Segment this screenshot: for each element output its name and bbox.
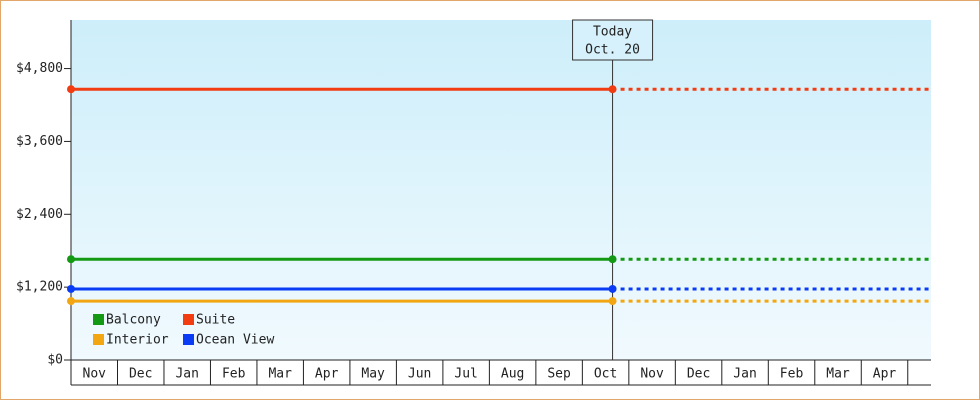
data-point xyxy=(608,284,617,293)
x-tick-label: Dec xyxy=(129,367,152,382)
annotation: Today xyxy=(593,25,632,40)
y-tick-label: $2,400 xyxy=(16,207,63,222)
x-tick-label: Apr xyxy=(315,367,339,382)
x-tick-label: Feb xyxy=(780,367,804,382)
legend-swatch xyxy=(93,334,104,345)
data-point xyxy=(67,255,75,264)
data-point xyxy=(67,284,75,293)
x-tick-label: Nov xyxy=(640,367,664,382)
legend-label: Interior xyxy=(106,333,169,348)
legend-swatch xyxy=(183,314,194,325)
x-tick-label: Mar xyxy=(268,367,292,382)
x-tick-label: Mar xyxy=(826,367,850,382)
x-tick-label: Oct xyxy=(594,367,617,382)
legend-swatch xyxy=(93,314,104,325)
x-tick-label: Dec xyxy=(687,367,710,382)
x-tick-label: May xyxy=(361,367,385,382)
x-tick-label: Apr xyxy=(873,367,897,382)
data-point xyxy=(67,85,75,94)
x-tick-label: Jul xyxy=(454,367,477,382)
y-tick-label: $4,800 xyxy=(16,61,63,76)
plot-area xyxy=(71,20,931,360)
annotation: Oct. 20 xyxy=(585,43,640,58)
x-tick-label: Jun xyxy=(408,367,431,382)
x-tick-label: Nov xyxy=(83,367,107,382)
y-tick-label: $3,600 xyxy=(16,134,63,149)
legend-label: Suite xyxy=(196,313,235,328)
legend-label: Balcony xyxy=(106,313,161,328)
legend-label: Ocean View xyxy=(196,333,274,348)
today-box xyxy=(572,19,654,61)
y-tick-label: $1,200 xyxy=(16,280,63,295)
data-point xyxy=(608,85,617,94)
data-point xyxy=(67,297,75,306)
x-tick-label: Jan xyxy=(175,367,198,382)
legend-swatch xyxy=(183,334,194,345)
y-tick-label: $0 xyxy=(47,353,63,368)
x-tick-label: Aug xyxy=(501,367,524,382)
x-tick-label: Sep xyxy=(547,367,571,382)
data-point xyxy=(608,255,617,264)
x-tick-label: Jan xyxy=(733,367,756,382)
data-point xyxy=(608,297,617,306)
x-tick-label: Feb xyxy=(222,367,246,382)
